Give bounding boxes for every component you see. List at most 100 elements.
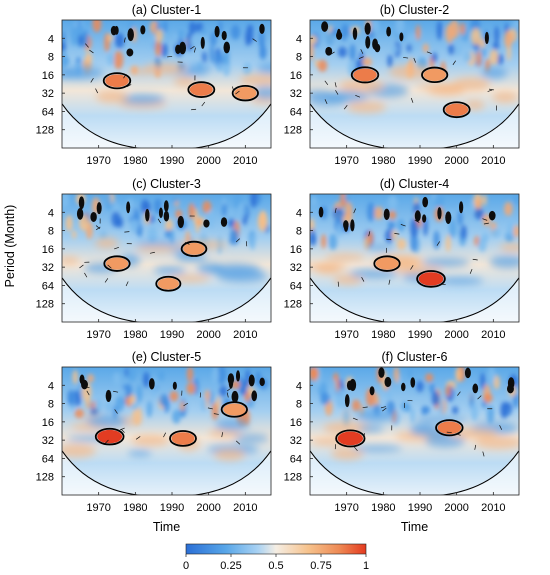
significance-spot: [76, 208, 84, 220]
cone-of-influence: [62, 277, 271, 322]
y-tick-label: 8: [48, 399, 54, 411]
significance-spot: [214, 25, 220, 38]
phase-arrow: [96, 226, 101, 231]
phase-arrow: [483, 222, 489, 225]
significance-spot: [506, 384, 514, 394]
significance-spot: [369, 386, 375, 396]
significance-spot: [158, 207, 163, 219]
x-axis-label: Time: [153, 520, 180, 534]
phase-arrow: [324, 99, 328, 104]
high-power-region: [445, 103, 469, 116]
significance-spot: [145, 208, 150, 222]
axes-frame: [309, 366, 520, 496]
phase-arrow: [352, 417, 358, 421]
significance-spot: [336, 31, 343, 40]
panel-title: (a) Cluster-1: [132, 3, 202, 17]
x-tick-label: 1970: [334, 155, 358, 167]
y-tick-label: 64: [42, 280, 54, 292]
y-tick-label: 32: [42, 435, 54, 447]
y-tick-label: 128: [36, 125, 54, 137]
panel-5: (e) Cluster-5 4 8 16 32 64 128 1970 1980 1990 2000…: [36, 350, 272, 534]
phase-arrow: [119, 427, 125, 431]
significance-spot: [235, 370, 241, 382]
x-tick-label: 2010: [233, 329, 257, 341]
phase-arrow: [167, 56, 173, 58]
phase-arrow: [380, 406, 386, 409]
phase-arrow: [126, 84, 132, 88]
x-tick-label: 2000: [196, 155, 220, 167]
significance-spot: [484, 31, 489, 44]
cone-of-influence: [62, 103, 271, 148]
phase-arrow: [455, 433, 461, 436]
phase-arrow: [334, 207, 337, 214]
phase-arrow: [400, 224, 406, 227]
panel-title: (f) Cluster-6: [382, 350, 448, 364]
y-tick-label: 16: [42, 244, 54, 256]
phase-arrow: [410, 265, 414, 270]
high-power-region: [171, 432, 195, 445]
significance-spot: [78, 196, 85, 210]
cone-of-influence: [310, 450, 519, 495]
significance-spot: [248, 374, 255, 387]
y-tick-label: 4: [296, 33, 302, 45]
phase-arrow: [184, 242, 190, 245]
x-tick-label: 2000: [444, 502, 468, 514]
colorbar: 0 0.25 0.5 0.75 1: [183, 543, 369, 572]
high-power-region: [105, 257, 129, 270]
phase-arrow: [207, 407, 213, 410]
x-tick-label: 1980: [371, 329, 395, 341]
phase-arrow: [410, 97, 414, 103]
cone-of-influence: [62, 450, 271, 495]
high-power-region: [223, 403, 246, 416]
high-power-region: [97, 429, 123, 444]
x-tick-label: 2000: [196, 502, 220, 514]
panel-4: (d) Cluster-4 4 8 16 32 64 128 1970 1980 1990 2000…: [284, 177, 520, 341]
cone-of-influence: [310, 103, 519, 148]
phase-arrow: [457, 391, 461, 396]
significance-spot: [126, 201, 131, 214]
phase-arrow: [86, 390, 90, 396]
phase-arrow: [226, 392, 229, 398]
panel-title: (e) Cluster-5: [132, 350, 202, 364]
phase-arrow: [149, 251, 155, 254]
y-tick-label: 4: [48, 207, 54, 219]
power-bands: [310, 64, 519, 114]
phase-arrow: [426, 51, 432, 54]
phase-arrow: [446, 431, 452, 434]
colorbar-tick-label: 0.5: [268, 560, 283, 572]
significance-spot: [259, 377, 265, 387]
significance-spot: [223, 41, 230, 54]
significance-contour: [102, 72, 132, 90]
phase-arrow: [440, 283, 446, 286]
significance-spot: [172, 381, 177, 390]
high-power-region: [437, 421, 462, 435]
significance-spot: [90, 211, 97, 222]
significance-spot: [231, 390, 239, 403]
x-tick-label: 1990: [408, 329, 432, 341]
x-tick-label: 1980: [371, 502, 395, 514]
y-tick-label: 128: [36, 299, 54, 311]
significance-spot: [163, 200, 169, 212]
phase-arrow: [377, 73, 380, 79]
y-tick-label: 128: [284, 472, 302, 484]
significance-contour: [169, 430, 197, 447]
phase-arrow: [394, 233, 400, 235]
phase-arrow: [79, 264, 84, 269]
significance-spot: [163, 210, 170, 222]
phase-arrow: [135, 436, 141, 440]
phase-arrow: [489, 88, 495, 91]
phase-arrow: [353, 208, 357, 214]
y-tick-label: 32: [42, 88, 54, 100]
y-tick-label: 8: [296, 52, 302, 64]
phase-arrow: [113, 390, 119, 393]
phase-arrow: [487, 89, 493, 92]
significance-contour: [421, 66, 449, 84]
significance-spot: [179, 41, 187, 55]
significance-contour: [442, 101, 471, 119]
phase-arrow: [324, 80, 329, 85]
panel-1: (a) Cluster-1 4 8 16 32 64 128 1970 1980 1990 2000…: [36, 3, 272, 167]
colorbar-tick-label: 0: [183, 560, 189, 572]
phase-arrow: [252, 38, 257, 42]
significance-contour: [94, 427, 125, 446]
phase-arrow: [469, 268, 473, 274]
